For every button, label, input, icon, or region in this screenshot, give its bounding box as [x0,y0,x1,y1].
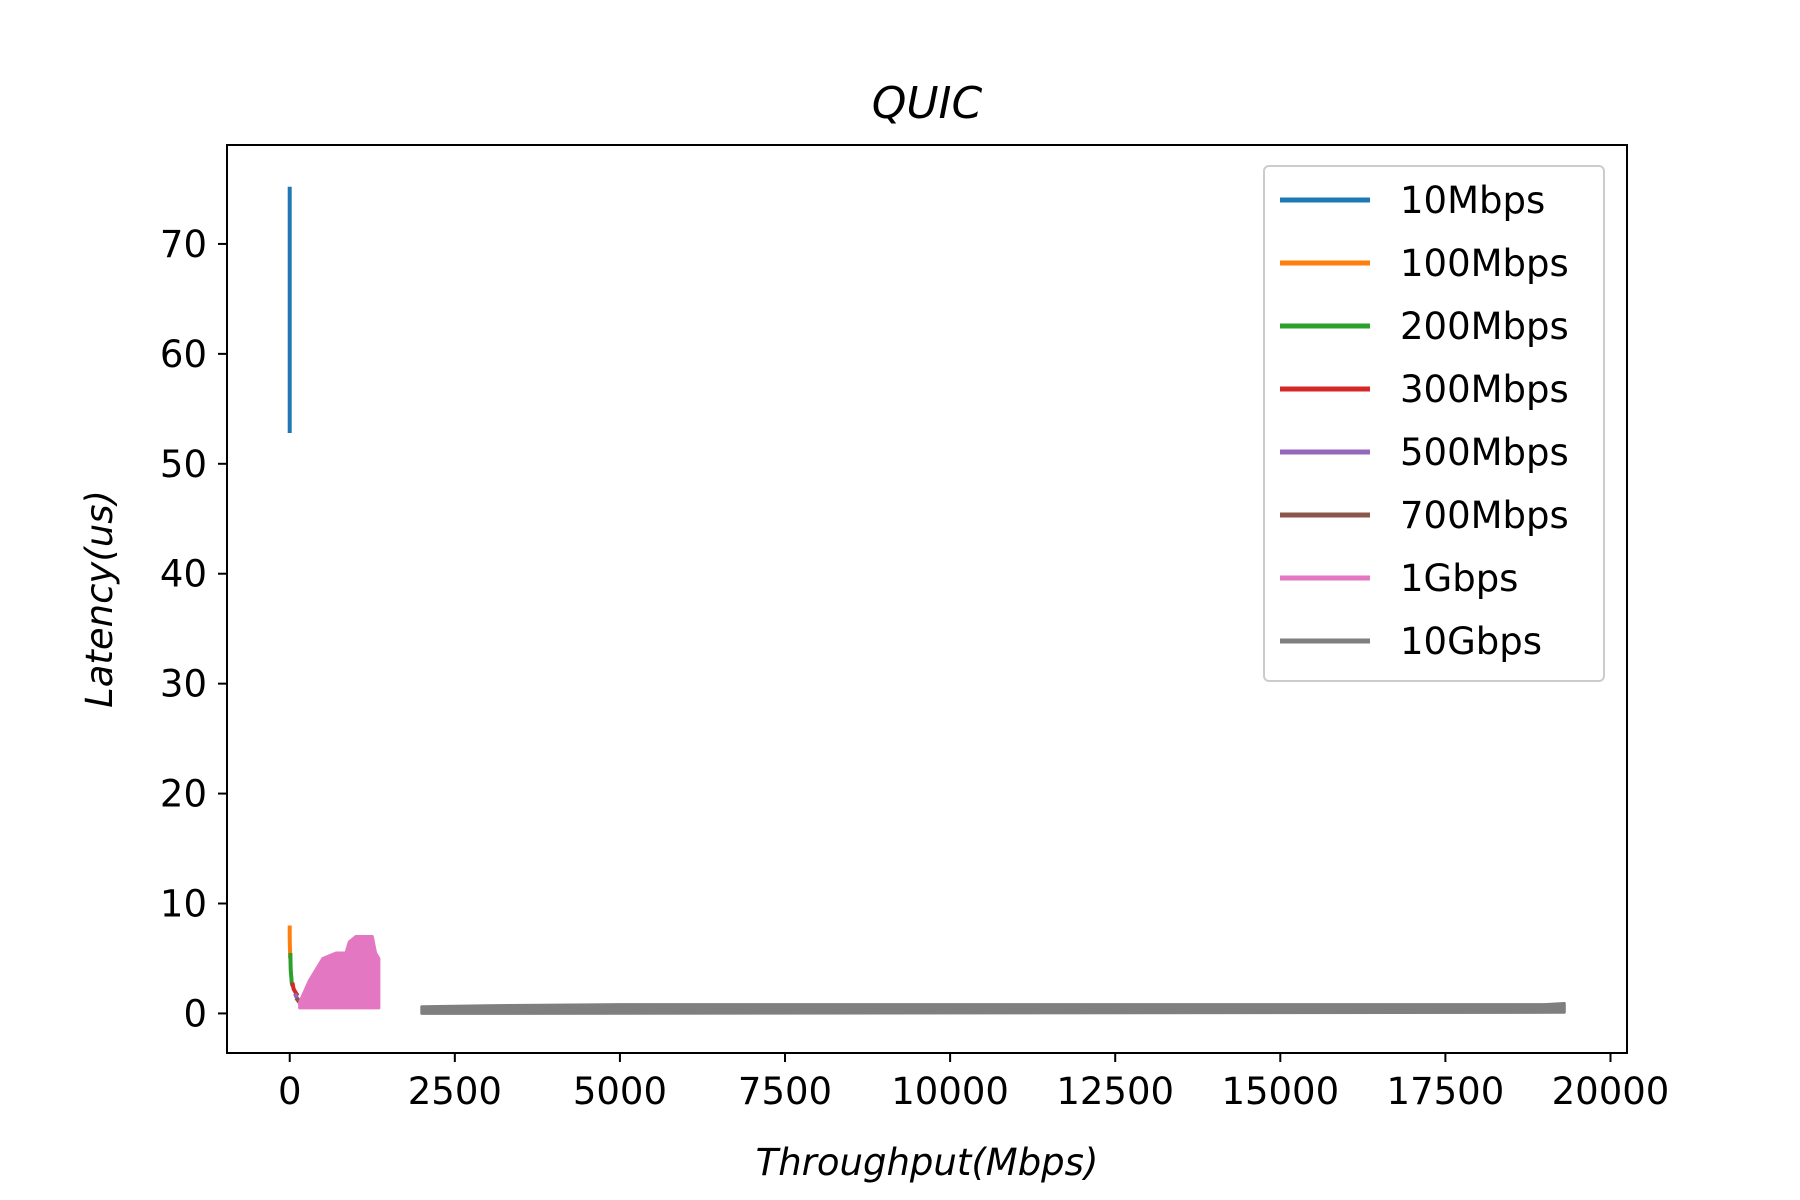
legend-label-300mbps: 300Mbps [1400,368,1569,411]
x-axis-title: Throughput(Mbps) [756,1141,1099,1184]
x-tick-label: 17500 [1387,1070,1505,1113]
y-tick-label: 0 [183,992,207,1035]
y-tick-label: 10 [160,882,207,925]
legend-box [1263,165,1605,682]
legend-items: 10Mbps 100Mbps 200Mbps 300Mbps 500Mbps 700Mbp… [1280,179,1569,663]
y-tick-label: 60 [160,333,207,376]
legend-label-10gbps: 10Gbps [1400,620,1542,663]
legend-label-10mbps: 10Mbps [1400,179,1545,222]
x-tick-label: 5000 [573,1070,667,1113]
plot-frame [226,144,1628,1054]
x-tick-label: 10000 [891,1070,1009,1113]
series-line-200mbps [288,952,295,987]
y-tick-label: 30 [160,663,207,706]
y-axis-ticks: 0 10 20 30 40 50 60 70 [160,223,227,1035]
x-tick-label: 12500 [1056,1070,1174,1113]
chart-title: QUIC [872,78,983,129]
legend-label-500mbps: 500Mbps [1400,431,1569,474]
legend-label-100mbps: 100Mbps [1400,242,1569,285]
x-tick-label: 2500 [408,1070,502,1113]
y-tick-label: 20 [160,773,207,816]
series-layer [287,186,1566,1015]
series-line-1gbps [298,935,381,1010]
y-tick-label: 70 [160,223,207,266]
legend-label-1gbps: 1Gbps [1400,557,1518,600]
legend: 10Mbps 100Mbps 200Mbps 300Mbps 500Mbps 700Mbp… [1263,165,1605,682]
legend-label-200mbps: 200Mbps [1400,305,1569,348]
y-tick-label: 50 [160,443,207,486]
x-axis-ticks: 0 2500 5000 7500 10000 12500 15000 17500 20000 [278,1053,1669,1113]
legend-label-700mbps: 700Mbps [1400,494,1569,537]
x-tick-label: 20000 [1552,1070,1670,1113]
x-tick-label: 0 [278,1070,302,1113]
y-axis-title: Latency(us) [78,490,121,708]
x-tick-label: 7500 [738,1070,832,1113]
y-tick-label: 40 [160,553,207,596]
x-tick-label: 15000 [1221,1070,1339,1113]
series-line-10gbps [420,1002,1566,1015]
